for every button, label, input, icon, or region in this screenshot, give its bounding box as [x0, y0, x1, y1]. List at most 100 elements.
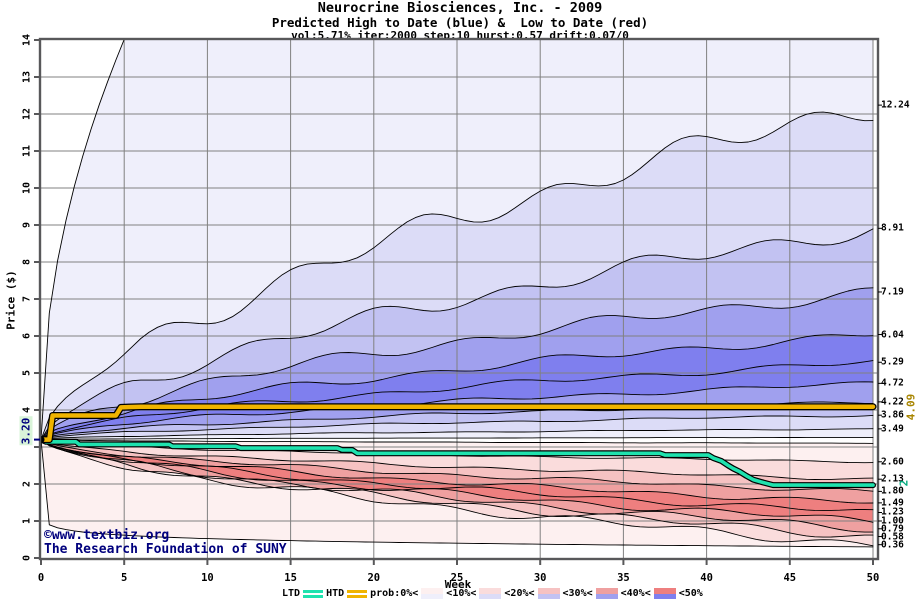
start-price-label: 3.20 [19, 416, 33, 446]
y-tick-label: 10 [21, 181, 33, 195]
low-decile-curve [41, 439, 874, 548]
y-tick-label: 5 [21, 369, 33, 377]
y-tick-label: 14 [21, 33, 33, 47]
origin-marker [41, 436, 45, 444]
low-decile-curve [41, 439, 874, 512]
copyright-org: The Research Foundation of SUNY [44, 542, 287, 557]
plot-area [41, 40, 877, 558]
probability-band [41, 439, 873, 504]
ltd-line [41, 437, 875, 487]
x-axis-title: Week [444, 578, 472, 591]
probability-band [41, 40, 873, 440]
x-tick-label: 35 [617, 572, 630, 584]
legend-label: <20%< [504, 588, 535, 599]
x-tick-label: 5 [121, 572, 128, 584]
y-tick-label: 2 [21, 480, 33, 488]
legend-label: <40%< [620, 588, 651, 599]
right-value-label: 3.86 [881, 409, 904, 421]
right-value-label: 1.23 [881, 506, 904, 518]
low-decile-curve [41, 439, 874, 492]
high-decile-curve [41, 428, 874, 441]
legend-label: <50% [678, 588, 703, 599]
y-tick-label: 9 [21, 221, 33, 229]
chart-parameters: vol:5.71% iter:2000 step:10 hurst:0.57 d… [291, 29, 629, 42]
y-tick-label: 1 [21, 517, 33, 525]
probability-band [41, 360, 873, 440]
right-value-label: 4.72 [881, 377, 904, 389]
x-tick-label: 15 [284, 572, 297, 584]
high-decile-curve [41, 360, 874, 441]
high-decile-curve [41, 414, 874, 441]
htd-final-value-label: 4.09 [904, 393, 918, 421]
right-value-label: 0.58 [881, 531, 904, 543]
y-tick-label: 8 [21, 258, 33, 266]
probability-band [41, 439, 873, 538]
high-decile-curve [41, 436, 874, 441]
probability-swatch [479, 588, 502, 599]
low-decile-curve [41, 439, 874, 523]
right-value-label: 8.91 [881, 222, 904, 234]
htd-line-swatch [347, 589, 368, 598]
x-tick-label: 40 [700, 572, 713, 584]
high-decile-curve [41, 111, 874, 441]
probability-swatch [595, 588, 618, 599]
right-value-label: 0.36 [881, 539, 904, 551]
x-tick-label: 20 [367, 572, 381, 584]
legend-label: HTD [326, 588, 345, 599]
x-tick-label: 10 [201, 572, 214, 584]
legend-label: <10%< [446, 588, 477, 599]
probability-band [41, 439, 873, 547]
right-value-label: 1.80 [881, 485, 904, 497]
right-value-label: 12.24 [881, 99, 910, 111]
ltd-final-value-label: 2 [897, 479, 911, 487]
high-decile-curve [41, 381, 874, 441]
high-decile-curve [41, 228, 874, 441]
right-value-label: 6.04 [881, 329, 904, 341]
x-tick-label: 30 [533, 572, 547, 584]
y-tick-label: 4 [21, 406, 33, 414]
y-tick-label: 6 [21, 332, 33, 340]
x-tick-label: 45 [783, 572, 797, 584]
ltd-line-swatch [303, 589, 324, 598]
right-value-label: 1.00 [881, 515, 904, 527]
y-tick-label: 12 [21, 107, 33, 121]
right-value-label: 3.49 [881, 423, 904, 435]
probability-band [41, 439, 873, 492]
title-block: Neurocrine Biosciences, Inc. - 2009 Pred… [0, 0, 920, 42]
probability-swatch [653, 588, 676, 599]
low-decile-curve [41, 439, 874, 481]
probability-swatch [537, 588, 560, 599]
chart-subtitle: Predicted High to Date (blue) & Low to D… [271, 14, 649, 30]
right-value-label: 2.60 [881, 456, 904, 468]
legend: LTD HTD prob:0%< <10%< <20%< <30%< <40%< <50% [282, 587, 703, 600]
low-decile-curve [41, 439, 874, 547]
legend-label: prob:0%< [370, 588, 419, 599]
legend-label: <30%< [562, 588, 593, 599]
x-tick-label: 0 [37, 572, 45, 584]
probability-swatch [421, 588, 444, 599]
y-tick-label: 7 [21, 295, 33, 303]
htd-line [41, 404, 876, 442]
legend-label: LTD [282, 588, 301, 599]
x-tick-label: 25 [450, 572, 464, 584]
y-tick-label: 11 [21, 144, 33, 158]
x-tick-label: 50 [866, 572, 880, 584]
right-value-label: 0.79 [881, 523, 904, 535]
right-value-label: 4.22 [881, 396, 904, 408]
right-value-label: 2.13 [881, 473, 904, 485]
right-value-label: 7.19 [881, 286, 904, 298]
y-tick-label: 0 [21, 554, 33, 562]
low-decile-curve [41, 439, 874, 444]
y-tick-label: 13 [21, 70, 33, 84]
right-value-label: 5.29 [881, 356, 904, 368]
high-decile-curve [41, 334, 874, 441]
low-decile-curve [41, 439, 874, 504]
high-decile-curve [41, 287, 874, 441]
copyright-url: ©www.textbiz.org [44, 528, 170, 543]
chart-title: Neurocrine Biosciences, Inc. - 2009 [317, 0, 603, 16]
right-value-label: 1.49 [881, 497, 904, 509]
low-decile-curve [41, 439, 874, 533]
